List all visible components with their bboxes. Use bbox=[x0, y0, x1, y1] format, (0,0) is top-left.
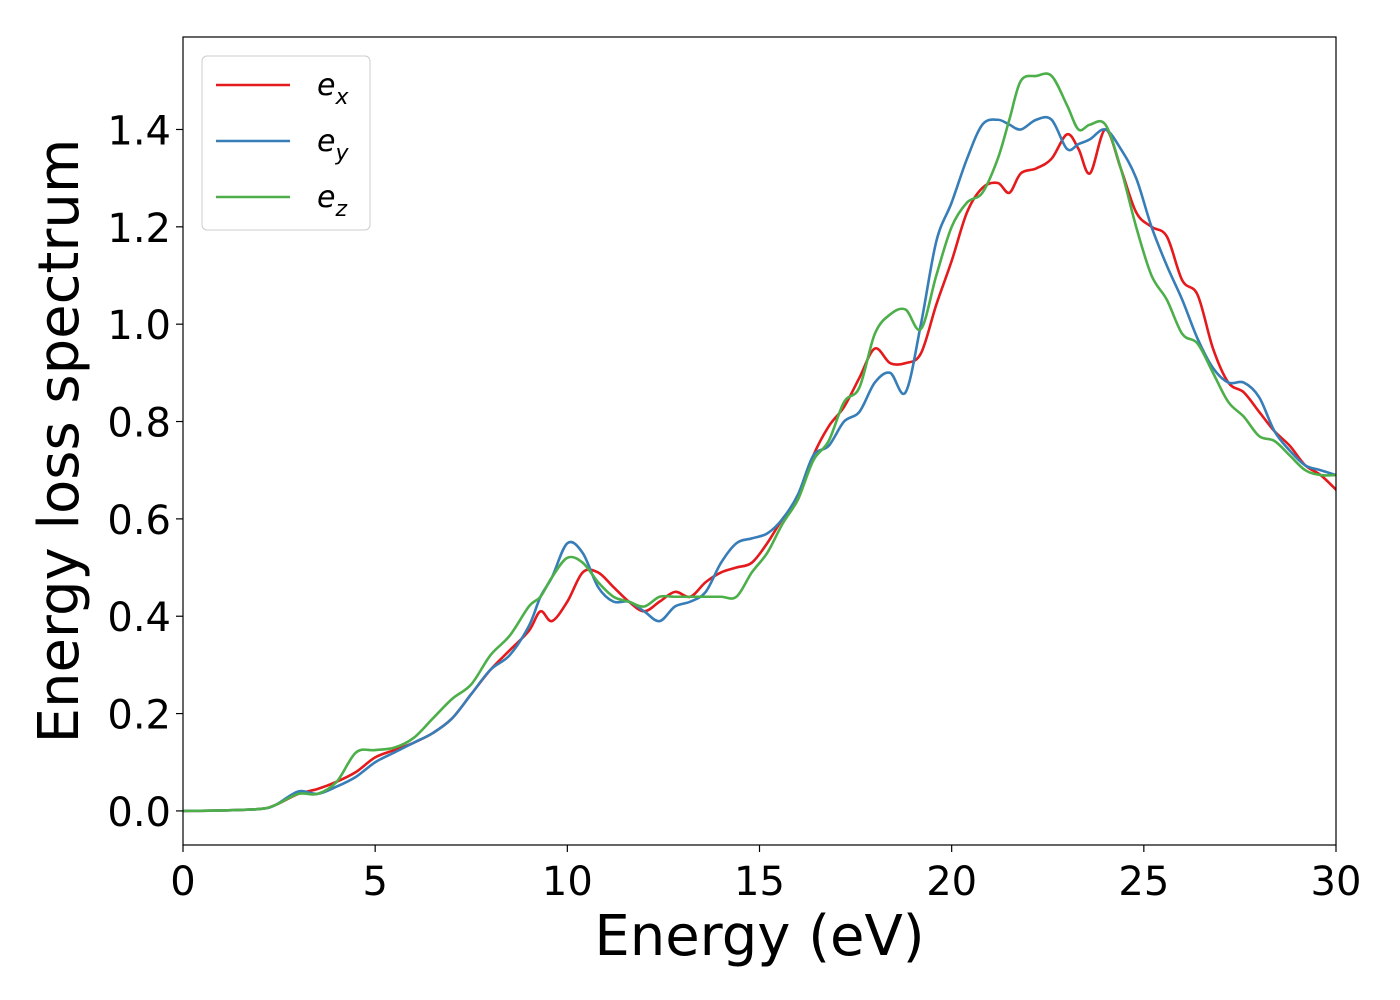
x-tick-label: 20 bbox=[926, 859, 977, 905]
y-tick-label: 0.0 bbox=[107, 790, 171, 836]
legend-box bbox=[201, 55, 371, 231]
y-tick-label: 1.2 bbox=[107, 206, 171, 252]
legend-label-subscript: y bbox=[334, 141, 349, 166]
y-axis-ticks: 0.0 0.2 0.4 0.6 0.8 1.0 1.2 1.4 bbox=[107, 108, 183, 836]
legend-label-base: e bbox=[317, 124, 335, 159]
legend-label-subscript: x bbox=[334, 85, 349, 110]
series-layer bbox=[183, 72, 1336, 813]
legend-label-base: e bbox=[317, 180, 335, 215]
series-line-z bbox=[183, 72, 1336, 813]
y-tick-label: 1.4 bbox=[107, 108, 171, 154]
x-tick-label: 30 bbox=[1311, 859, 1362, 905]
x-tick-label: 5 bbox=[362, 859, 387, 905]
y-tick-label: 1.0 bbox=[107, 303, 171, 349]
y-tick-label: 0.2 bbox=[107, 693, 171, 739]
series-line-y bbox=[183, 115, 1336, 813]
y-tick-label: 0.8 bbox=[107, 401, 171, 447]
y-axis-title: Energy loss spectrum bbox=[27, 139, 92, 744]
x-axis-title: Energy (eV) bbox=[594, 904, 924, 969]
y-tick-label: 0.4 bbox=[107, 595, 171, 641]
y-tick-label: 0.6 bbox=[107, 498, 171, 544]
x-tick-label: 10 bbox=[542, 859, 593, 905]
legend-label-z: ez bbox=[317, 180, 347, 222]
legend-label-base: e bbox=[317, 68, 335, 103]
x-tick-label: 25 bbox=[1118, 859, 1169, 905]
x-tick-label: 15 bbox=[734, 859, 785, 905]
legend-label-x: ex bbox=[317, 68, 349, 110]
x-axis-ticks: 0 5 10 15 20 25 30 bbox=[170, 845, 1361, 905]
x-tick-label: 0 bbox=[170, 859, 195, 905]
legend-label-y: ey bbox=[317, 124, 349, 166]
legend-label-subscript: z bbox=[334, 197, 347, 222]
